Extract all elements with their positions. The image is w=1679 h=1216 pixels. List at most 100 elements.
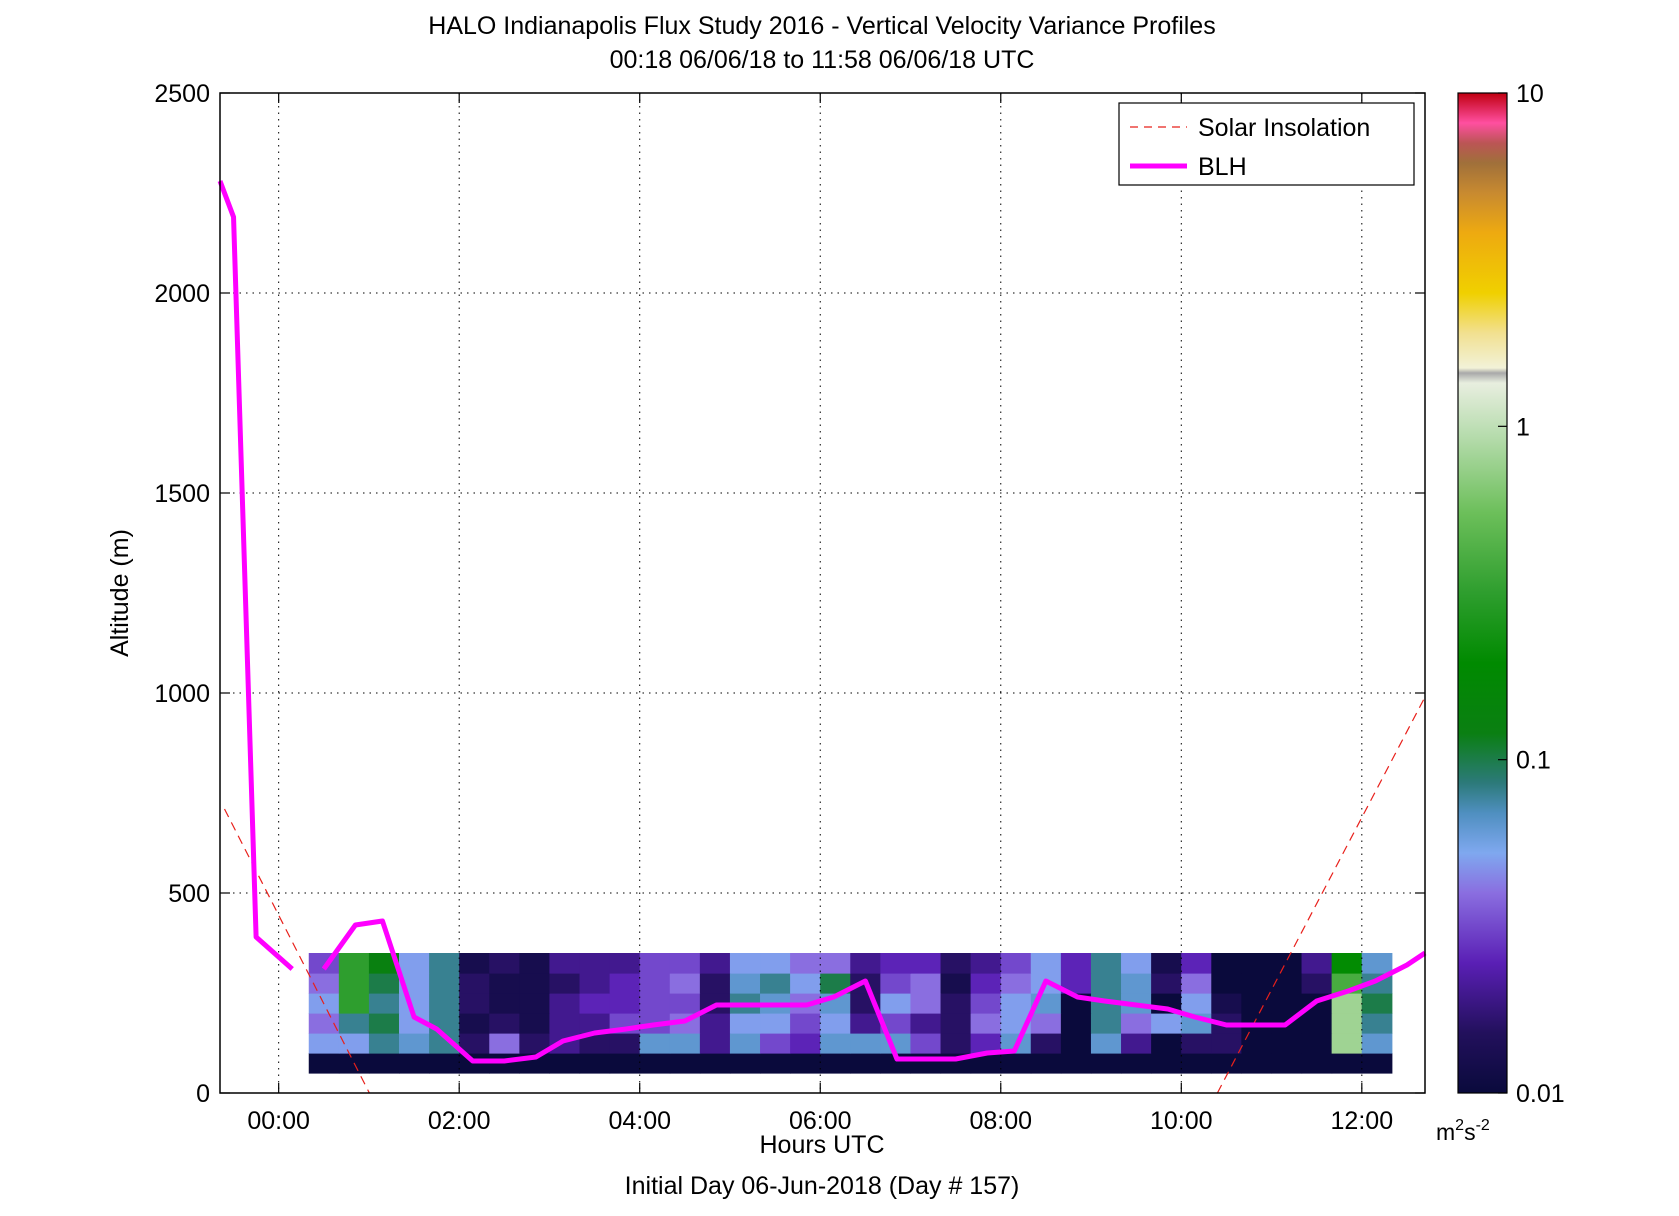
- blh-line: [321, 918, 1427, 1064]
- heatmap-cell: [489, 953, 520, 974]
- heatmap-cell: [1121, 1013, 1152, 1034]
- heatmap-cell: [579, 1053, 611, 1074]
- heatmap-cell: [970, 953, 1002, 974]
- heatmap-cell: [609, 1033, 641, 1054]
- heatmap-cell: [1211, 953, 1242, 974]
- heatmap-cell: [1000, 993, 1032, 1014]
- heatmap-cell: [910, 973, 942, 994]
- heatmap-cell: [368, 993, 400, 1014]
- heatmap-cell: [1211, 1053, 1242, 1074]
- solar-insolation-line: [223, 808, 371, 1093]
- heatmap-cell: [1331, 1053, 1363, 1074]
- x-tick-label: 12:00: [1331, 1107, 1394, 1135]
- heatmap-cell: [910, 953, 942, 974]
- heatmap-cell: [1030, 953, 1062, 974]
- heatmap-cell: [489, 1013, 520, 1034]
- heatmap-cell: [669, 953, 701, 974]
- heatmap-cell: [699, 1053, 731, 1074]
- y-tick-label: 2000: [154, 280, 210, 308]
- chart-title: HALO Indianapolis Flux Study 2016 - Vert…: [428, 12, 1215, 40]
- heatmap-cell: [1181, 993, 1212, 1014]
- heatmap-cell: [308, 1013, 340, 1034]
- heatmap-cell: [429, 1033, 460, 1054]
- heatmap-cell: [549, 1013, 581, 1034]
- heatmap-cell: [1181, 1053, 1212, 1074]
- chart-subtitle: 00:18 06/06/18 to 11:58 06/06/18 UTC: [610, 46, 1035, 74]
- legend: Solar Insolation BLH: [1118, 102, 1415, 186]
- heatmap-cell: [1060, 973, 1092, 994]
- heatmap-cell: [729, 1013, 761, 1034]
- units-mid: s: [1464, 1119, 1476, 1145]
- heatmap-cell: [1331, 953, 1363, 974]
- heatmap-cell: [669, 1053, 701, 1074]
- heatmap-cell: [820, 973, 851, 994]
- heatmap-cell: [1331, 1033, 1363, 1054]
- heatmap-cell: [519, 993, 551, 1014]
- heatmap-cell: [699, 1013, 731, 1034]
- heatmap-cell: [1000, 1053, 1032, 1074]
- heatmap-cell: [1030, 1053, 1062, 1074]
- heatmap-cell: [729, 973, 761, 994]
- heatmap-cell: [639, 993, 671, 1014]
- heatmap-cell: [399, 953, 430, 974]
- heatmap-cell: [1301, 953, 1333, 974]
- x-tick-label: 04:00: [608, 1107, 671, 1135]
- heatmap-cell: [579, 1033, 611, 1054]
- heatmap-cell: [850, 953, 881, 974]
- heatmap-cell: [459, 1013, 490, 1034]
- heatmap-cell: [669, 1033, 701, 1054]
- heatmap-cell: [1151, 1013, 1182, 1034]
- heatmap-cell: [669, 993, 701, 1014]
- heatmap-cell: [429, 973, 460, 994]
- heatmap-cell: [1090, 1033, 1122, 1054]
- heatmap-cell: [489, 973, 520, 994]
- heatmap-cell: [368, 1053, 400, 1074]
- colorbar-ticks: 10 1 0.1 0.01: [1498, 80, 1565, 1108]
- y-tick-label: 0: [196, 1080, 210, 1108]
- heatmap-cell: [790, 1033, 821, 1054]
- heatmap-cell: [1331, 1013, 1363, 1034]
- heatmap-cell: [338, 1033, 370, 1054]
- heatmap-cell: [970, 993, 1002, 1014]
- heatmap-cell: [820, 1053, 851, 1074]
- heatmap-cell: [338, 1013, 370, 1034]
- heatmap-cell: [519, 973, 551, 994]
- x-tick-label: 10:00: [1150, 1107, 1213, 1135]
- heatmap-cell: [609, 1053, 641, 1074]
- heatmap-cell: [1030, 1033, 1062, 1054]
- heatmap-cell: [609, 993, 641, 1014]
- legend-box: [1118, 102, 1415, 186]
- heatmap-cell: [1211, 1033, 1242, 1054]
- heatmap-cell: [699, 1033, 731, 1054]
- heatmap-cell: [1030, 1013, 1062, 1034]
- heatmap-cell: [459, 953, 490, 974]
- heatmap-cell: [1090, 953, 1122, 974]
- heatmap-cell: [1271, 1033, 1303, 1054]
- heatmap-cell: [1121, 973, 1152, 994]
- heatmap-cell: [338, 953, 370, 974]
- heatmap-cell: [880, 973, 912, 994]
- colorbar-units: m2s-2: [1436, 1117, 1490, 1145]
- heatmap-cell: [1301, 1013, 1333, 1034]
- heatmap-cell: [699, 973, 731, 994]
- x-tick-label: 06:00: [789, 1107, 852, 1135]
- solar-insolation-lines: [223, 696, 1425, 1093]
- heatmap-cell: [1331, 993, 1363, 1014]
- heatmap-cell: [1090, 1053, 1122, 1074]
- heatmap-cell: [639, 1053, 671, 1074]
- heatmap-cell: [699, 953, 731, 974]
- heatmap-cell: [489, 993, 520, 1014]
- plot-frame: [219, 92, 1426, 1094]
- heatmap-cell: [970, 1053, 1002, 1074]
- heatmap-cell: [850, 1053, 881, 1074]
- heatmap-cell: [1271, 973, 1303, 994]
- heatmap-cell: [790, 953, 821, 974]
- heatmap-cell: [1361, 1013, 1393, 1034]
- heatmap-cell: [1181, 1033, 1212, 1054]
- legend-blh-label: BLH: [1198, 153, 1247, 181]
- x-tick-label: 08:00: [969, 1107, 1032, 1135]
- heatmap-cell: [1060, 1033, 1092, 1054]
- heatmap-cell: [1211, 993, 1242, 1014]
- heatmap-cell: [1090, 1013, 1122, 1034]
- heatmap-cell: [1361, 993, 1393, 1014]
